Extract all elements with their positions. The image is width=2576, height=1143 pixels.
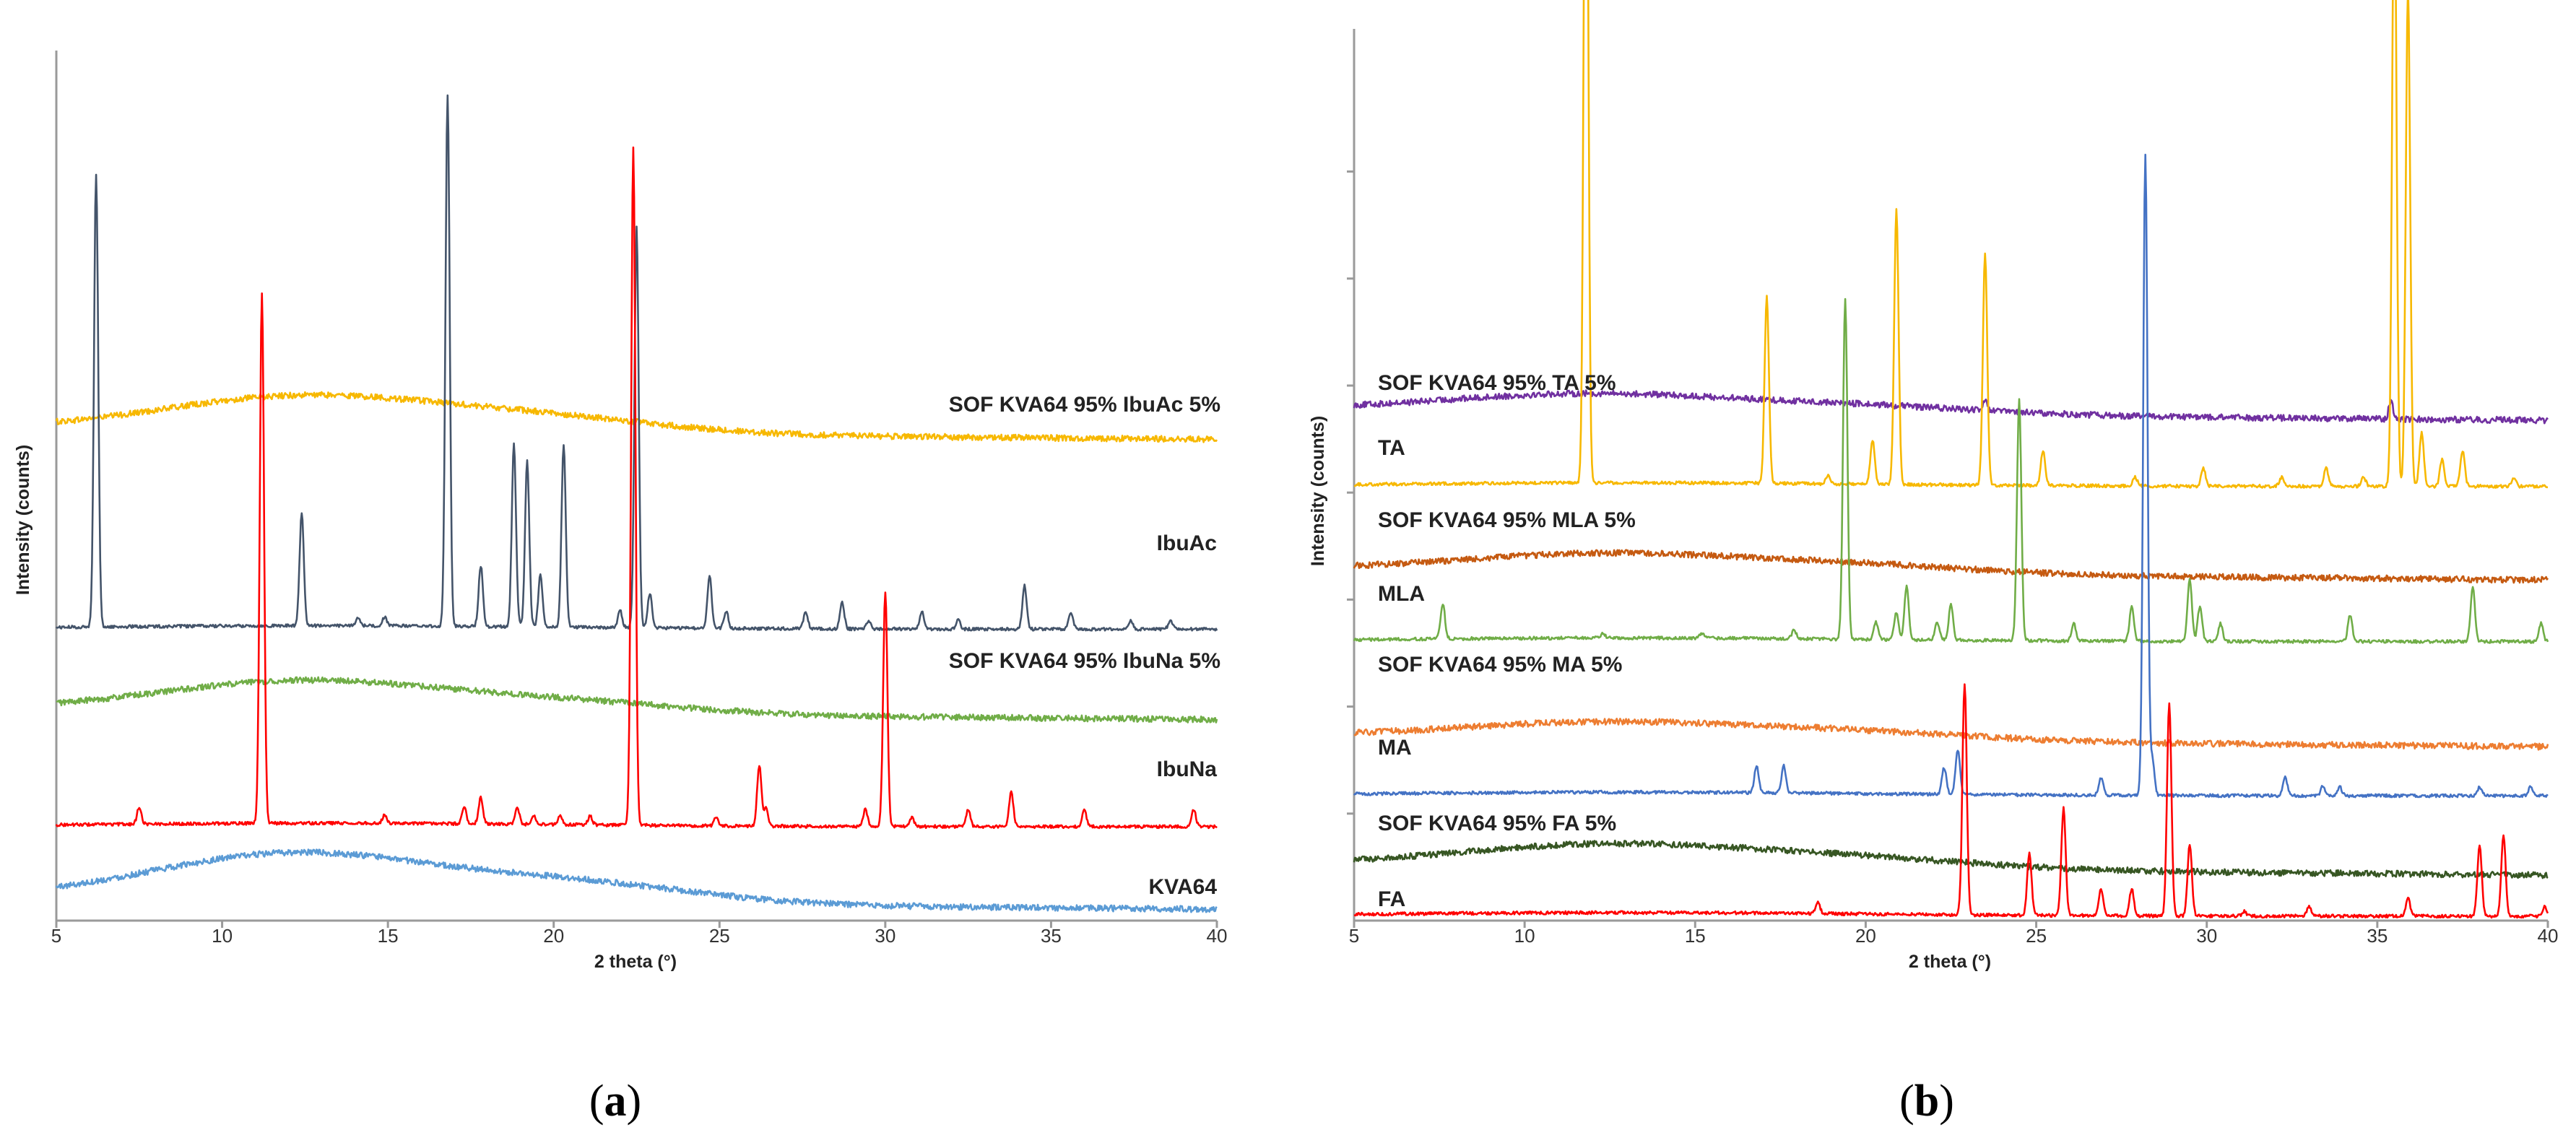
panel-b-series-label: SOF KVA64 95% MLA 5% — [1378, 508, 1636, 532]
panel-b-series-label: SOF KVA64 95% MA 5% — [1378, 653, 1622, 677]
panel-a-x-tick-label: 30 — [875, 925, 895, 947]
panel-b-caption: (b) — [1899, 1077, 1954, 1126]
panel-b-trace — [1353, 153, 2549, 799]
panel-b-x-tick-label: 35 — [2367, 925, 2388, 947]
panel-a-caption-open: ( — [589, 1077, 604, 1126]
panel-a-trace — [56, 94, 1218, 632]
panel-b-caption-close: ) — [1939, 1077, 1954, 1126]
panel-b-trace — [1353, 389, 2549, 425]
panel-b-trace — [1353, 549, 2549, 584]
panel-b-caption-letter: b — [1914, 1077, 1939, 1126]
panel-b-tick-layer: 5 10 15 20 25 30 35 40 — [1347, 170, 2559, 947]
panel-b-caption-open: ( — [1899, 1077, 1914, 1126]
panel-a-series-label: KVA64 — [1149, 875, 1218, 899]
panel-a-x-tick-label: 35 — [1041, 925, 1062, 947]
panel-a-traces — [55, 94, 1218, 913]
panel-b-trace — [1353, 0, 2549, 489]
panel-a-tick-layer: 5 10 15 20 25 30 35 40 — [51, 921, 1228, 947]
panel-b-chart: 5 10 15 20 25 30 35 40 SOF KVA64 95% TA 5%TASOF… — [1308, 0, 2558, 1126]
panel-a-x-axis-title: 2 theta (°) — [594, 952, 677, 972]
panel-b-traces — [1353, 0, 2549, 919]
panel-b-trace — [1353, 839, 2549, 879]
panel-b-x-tick-label: 15 — [1685, 925, 1706, 947]
panel-a-caption-letter: a — [604, 1077, 627, 1126]
panel-b-x-tick-label: 25 — [2026, 925, 2047, 947]
panel-b-y-axis-title: Intensity (counts) — [1308, 416, 1328, 566]
panel-a-x-tick-label: 20 — [543, 925, 564, 947]
panel-a-trace — [55, 391, 1218, 443]
panel-b-x-tick-label: 40 — [2538, 925, 2559, 947]
panel-b-trace — [1353, 297, 2549, 644]
panel-a-caption-close: ) — [627, 1077, 642, 1126]
panel-a-caption: (a) — [589, 1077, 641, 1126]
panel-b-x-tick-label: 20 — [1855, 925, 1876, 947]
panel-a-series-label: SOF KVA64 95% IbuNa 5% — [949, 649, 1220, 673]
panel-a-x-tick-label: 5 — [51, 925, 61, 947]
panel-b-series-label: MA — [1378, 736, 1412, 760]
panel-a-y-axis-title: Intensity (counts) — [13, 445, 33, 595]
panel-b-trace — [1353, 718, 2549, 751]
panel-b-x-tick-label: 5 — [1349, 925, 1359, 947]
panel-a-chart: 5 10 15 20 25 30 35 40 SOF KVA64 95% IbuAc 5% Ib… — [13, 51, 1227, 1126]
panel-b-series-label: SOF KVA64 95% FA 5% — [1378, 812, 1616, 835]
panel-a-series-labels: SOF KVA64 95% IbuAc 5% IbuAc SOF KVA64 95%… — [949, 393, 1220, 899]
panel-b-series-label: MLA — [1378, 582, 1425, 606]
panel-a-series-label: IbuNa — [1157, 757, 1218, 781]
panel-a-x-tick-label: 40 — [1207, 925, 1228, 947]
panel-a-trace — [55, 848, 1218, 913]
panel-b-series-labels: SOF KVA64 95% TA 5% TA SOF KVA64 95% MLA 5… — [1378, 371, 1636, 911]
panel-b-x-tick-label: 30 — [2196, 925, 2217, 947]
panel-b-series-label: TA — [1378, 436, 1405, 460]
panel-b-trace — [1353, 683, 2549, 919]
panel-b-series-label: FA — [1378, 887, 1405, 911]
panel-a-x-tick-label: 25 — [709, 925, 730, 947]
panel-b-x-axis-title: 2 theta (°) — [1909, 952, 1991, 972]
panel-a-trace — [55, 146, 1218, 830]
panel-b-x-tick-label: 10 — [1514, 925, 1535, 947]
panel-a-series-label: IbuAc — [1157, 531, 1217, 555]
panel-a-x-tick-label: 15 — [378, 925, 399, 947]
panel-a-series-label: SOF KVA64 95% IbuAc 5% — [949, 393, 1220, 417]
panel-a-x-tick-label: 10 — [212, 925, 233, 947]
panel-b-series-label: SOF KVA64 95% TA 5% — [1378, 371, 1616, 395]
